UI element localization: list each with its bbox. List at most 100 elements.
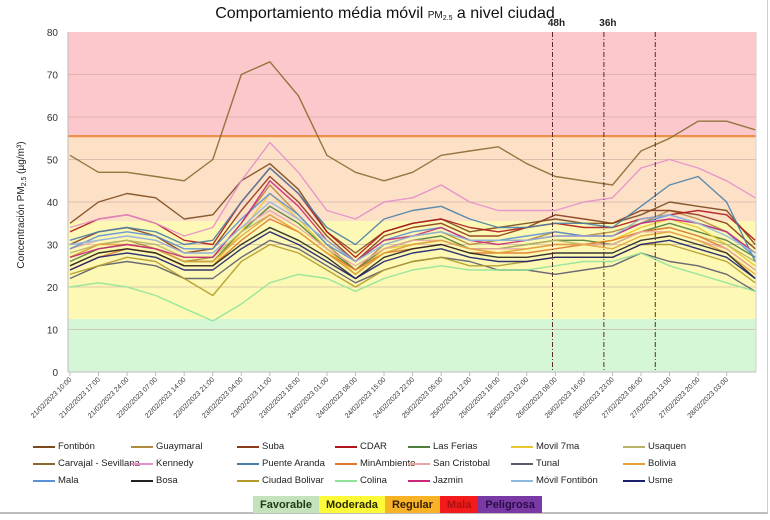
aqi-category-regular: Regular (384, 496, 440, 513)
legend-swatch (408, 479, 430, 482)
vertical-marker-label: 36h (599, 18, 616, 29)
legend-item: Bosa (131, 475, 178, 486)
legend-swatch (33, 479, 55, 482)
legend-swatch (131, 479, 153, 482)
legend-item: CDAR (335, 441, 387, 452)
legend-item: Usaquen (623, 441, 686, 452)
legend-label: San Cristobal (433, 458, 491, 469)
legend-label: Puente Aranda (262, 458, 325, 469)
series-line-usme (69, 231, 756, 280)
legend-label: MinAmbiente (360, 458, 416, 469)
title-pm: PM (427, 10, 443, 21)
legend-item: San Cristobal (408, 458, 490, 469)
vertical-marker-label: 48h (548, 18, 565, 29)
legend-label: Movil 7ma (536, 441, 580, 452)
series-line-carvajal-sevillana (69, 61, 756, 186)
legend-label: Las Ferias (433, 441, 478, 452)
legend-swatch (623, 479, 645, 482)
legend-label: Carvajal - Sevillana (58, 458, 140, 469)
legend-label: Kennedy (156, 458, 194, 469)
legend-item: Colina (335, 475, 387, 486)
legend-label: Colina (360, 475, 387, 486)
legend-label: Bolivia (648, 458, 676, 469)
legend-item: Carvajal - Sevillana (33, 458, 140, 469)
legend-item: Movil 7ma (511, 441, 579, 452)
legend-item: Fontibón (33, 441, 95, 452)
title-pm-subscript: 2.5 (442, 15, 453, 22)
aqi-category-peligrosa: Peligrosa (478, 496, 542, 513)
y-axis-label: Concentración PM2.5 (µg/m³) (16, 141, 28, 268)
legend-item: Las Ferias (408, 441, 477, 452)
legend-swatch (131, 462, 153, 465)
legend-item: Tunal (511, 458, 559, 469)
legend-item: Bolivia (623, 458, 676, 469)
legend-label: Ciudad Bolivar (262, 475, 324, 486)
legend-label: Fontibón (58, 441, 95, 452)
legend-swatch (33, 462, 55, 465)
y-tick-label: 50 (47, 156, 59, 167)
legend-item: Usme (623, 475, 673, 486)
legend-label: Bosa (156, 475, 178, 486)
legend-item: Mala (33, 475, 79, 486)
legend-label: Usme (648, 475, 673, 486)
series-line-bosa (69, 226, 756, 280)
legend-label: CDAR (360, 441, 387, 452)
legend-swatch (237, 445, 259, 448)
legend-label: Guaymaral (156, 441, 203, 452)
legend-swatch (131, 445, 153, 448)
gridlines (68, 74, 756, 330)
legend-swatch (623, 445, 645, 448)
legend-swatch (408, 445, 430, 448)
aqi-category-favorable: Favorable (253, 496, 319, 513)
legend-swatch (511, 445, 533, 448)
y-tick-label: 30 (47, 241, 59, 252)
legend-swatch (237, 462, 259, 465)
legend-swatch (335, 462, 357, 465)
legend-label: Mala (58, 475, 79, 486)
series-line-kennedy (69, 141, 756, 237)
legend-swatch (511, 462, 533, 465)
legend-item: Kennedy (131, 458, 194, 469)
band-mala (68, 32, 756, 137)
aqi-color-scale: Favorable Moderada Regular Mala Peligrosa (253, 496, 542, 513)
legend-swatch (335, 479, 357, 482)
aqi-category-moderada: Moderada (318, 496, 385, 513)
legend-swatch (408, 462, 430, 465)
aqi-category-mala: Mala (439, 496, 479, 513)
legend-label: Suba (262, 441, 285, 452)
series-line-m-vil-fontib-n (69, 201, 756, 263)
legend-label: Jazmin (433, 475, 464, 486)
y-tick-label: 0 (52, 368, 58, 379)
title-tail: a nivel ciudad (452, 5, 555, 22)
legend-item: Suba (237, 441, 284, 452)
series-lines (69, 61, 756, 322)
legend-label: Tunal (536, 458, 560, 469)
legend-item: Jazmin (408, 475, 463, 486)
vertical-markers: 48h 36h (548, 18, 656, 372)
legend-item: Guaymaral (131, 441, 202, 452)
series-line-bolivia (69, 214, 756, 275)
legend-label: Móvil Fontibón (536, 475, 598, 486)
legend-item: MinAmbiente (335, 458, 415, 469)
y-tick-label: 70 (47, 71, 59, 82)
legend-item: Puente Aranda (237, 458, 325, 469)
legend-swatch (33, 445, 55, 448)
y-tick-label: 40 (47, 198, 59, 209)
y-tick-label: 80 (47, 28, 59, 39)
legend-item: Ciudad Bolivar (237, 475, 324, 486)
legend-label: Usaquen (648, 441, 687, 452)
legend-swatch (335, 445, 357, 448)
legend-swatch (511, 479, 533, 482)
title-main: Comportamiento média móvil (215, 5, 428, 22)
legend-swatch (237, 479, 259, 482)
legend-swatch (623, 462, 645, 465)
y-tick-label: 10 (47, 326, 59, 337)
chart-title: Comportamiento média móvil PM2.5 a nivel… (0, 5, 770, 23)
series-line-puente-aranda (69, 167, 756, 262)
y-tick-label: 60 (47, 113, 59, 124)
band-favorable (68, 318, 756, 372)
series-line-colina (69, 252, 756, 322)
y-tick-label: 20 (47, 283, 59, 294)
